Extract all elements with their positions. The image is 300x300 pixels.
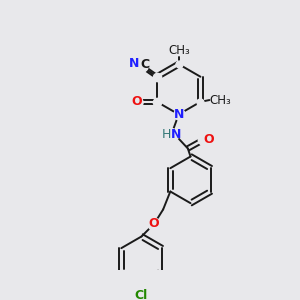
- Text: O: O: [131, 95, 142, 108]
- Text: H: H: [161, 128, 171, 141]
- Text: N: N: [171, 128, 181, 141]
- Text: N: N: [173, 108, 184, 121]
- Text: CH₃: CH₃: [209, 94, 231, 106]
- Text: C: C: [141, 58, 150, 71]
- Text: O: O: [203, 133, 214, 146]
- Text: N: N: [129, 57, 140, 70]
- Text: O: O: [149, 217, 160, 230]
- Text: CH₃: CH₃: [169, 44, 190, 57]
- Text: Cl: Cl: [135, 289, 148, 300]
